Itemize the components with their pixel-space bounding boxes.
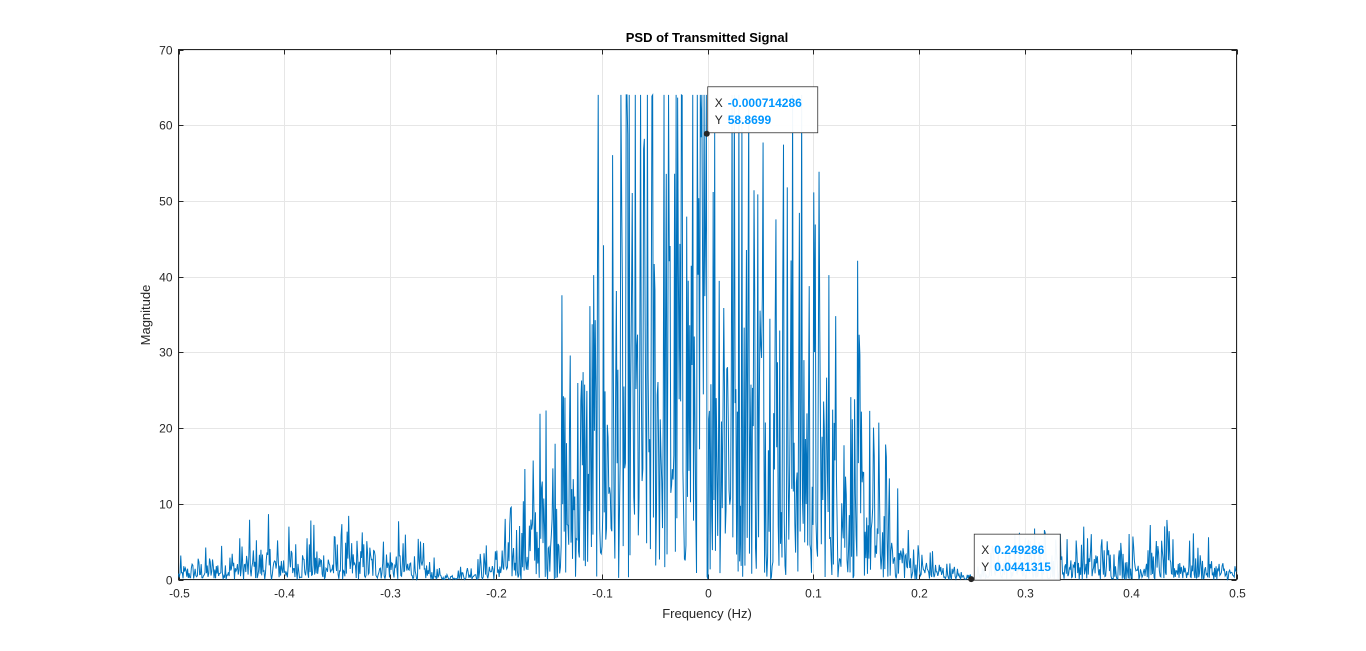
x-tick-label: 0.3	[1017, 587, 1034, 601]
y-tick-label: 70	[159, 44, 173, 58]
x-tick-label: -0.3	[380, 587, 401, 601]
data-tip-box	[973, 533, 1061, 581]
data-tip-marker[interactable]	[703, 130, 710, 137]
y-tick-label: 0	[166, 574, 173, 588]
grid	[178, 49, 1238, 581]
data-tip-y-value: 58.8699	[728, 113, 772, 127]
data-tip[interactable]: X 0.249286 Y 0.0441315	[968, 533, 1061, 583]
x-tick-label: -0.2	[486, 587, 507, 601]
data-tip-marker[interactable]	[968, 576, 975, 583]
y-tick-label: 30	[159, 346, 173, 360]
axis-ticks	[178, 49, 1238, 581]
y-tick-label: 20	[159, 422, 173, 436]
plot-area-frame	[178, 49, 1237, 580]
x-tick-label: 0.4	[1123, 587, 1140, 601]
x-tick-label: 0.1	[805, 587, 822, 601]
data-tips[interactable]: X -0.000714286 Y 58.8699 X 0.249286 Y 0.0441315	[703, 86, 1061, 583]
chart-title: PSD of Transmitted Signal	[626, 30, 789, 45]
y-tick-label: 10	[159, 498, 173, 512]
data-tip-x-label: X	[981, 543, 989, 557]
data-tip-y-label: Y	[715, 113, 723, 127]
data-tip[interactable]: X -0.000714286 Y 58.8699	[703, 86, 819, 137]
x-tick-label: 0.5	[1229, 587, 1246, 601]
x-tick-label: -0.1	[592, 587, 613, 601]
data-tip-y-value: 0.0441315	[994, 560, 1051, 574]
x-tick-label: -0.4	[274, 587, 295, 601]
y-tick-label: 40	[159, 271, 173, 285]
data-tip-x-label: X	[715, 96, 723, 110]
data-tip-box	[707, 86, 819, 134]
x-axis-label: Frequency (Hz)	[662, 606, 752, 621]
x-tick-label: 0.2	[911, 587, 928, 601]
x-tick-label: 0	[705, 587, 712, 601]
x-tick-label: -0.5	[169, 587, 190, 601]
y-tick-labels: 0 10 20 30 40 50 60 70	[159, 44, 173, 588]
x-tick-labels: -0.5 -0.4 -0.3 -0.2 -0.1 0 0.1 0.2 0.3 0.4 0.5	[169, 587, 1246, 601]
data-tip-y-label: Y	[981, 560, 989, 574]
y-tick-label: 60	[159, 119, 173, 133]
data-tip-x-value: 0.249286	[994, 543, 1044, 557]
data-tip-x-value: -0.000714286	[728, 96, 802, 110]
y-tick-label: 50	[159, 195, 173, 209]
y-axis-label: Magnitude	[138, 285, 153, 346]
